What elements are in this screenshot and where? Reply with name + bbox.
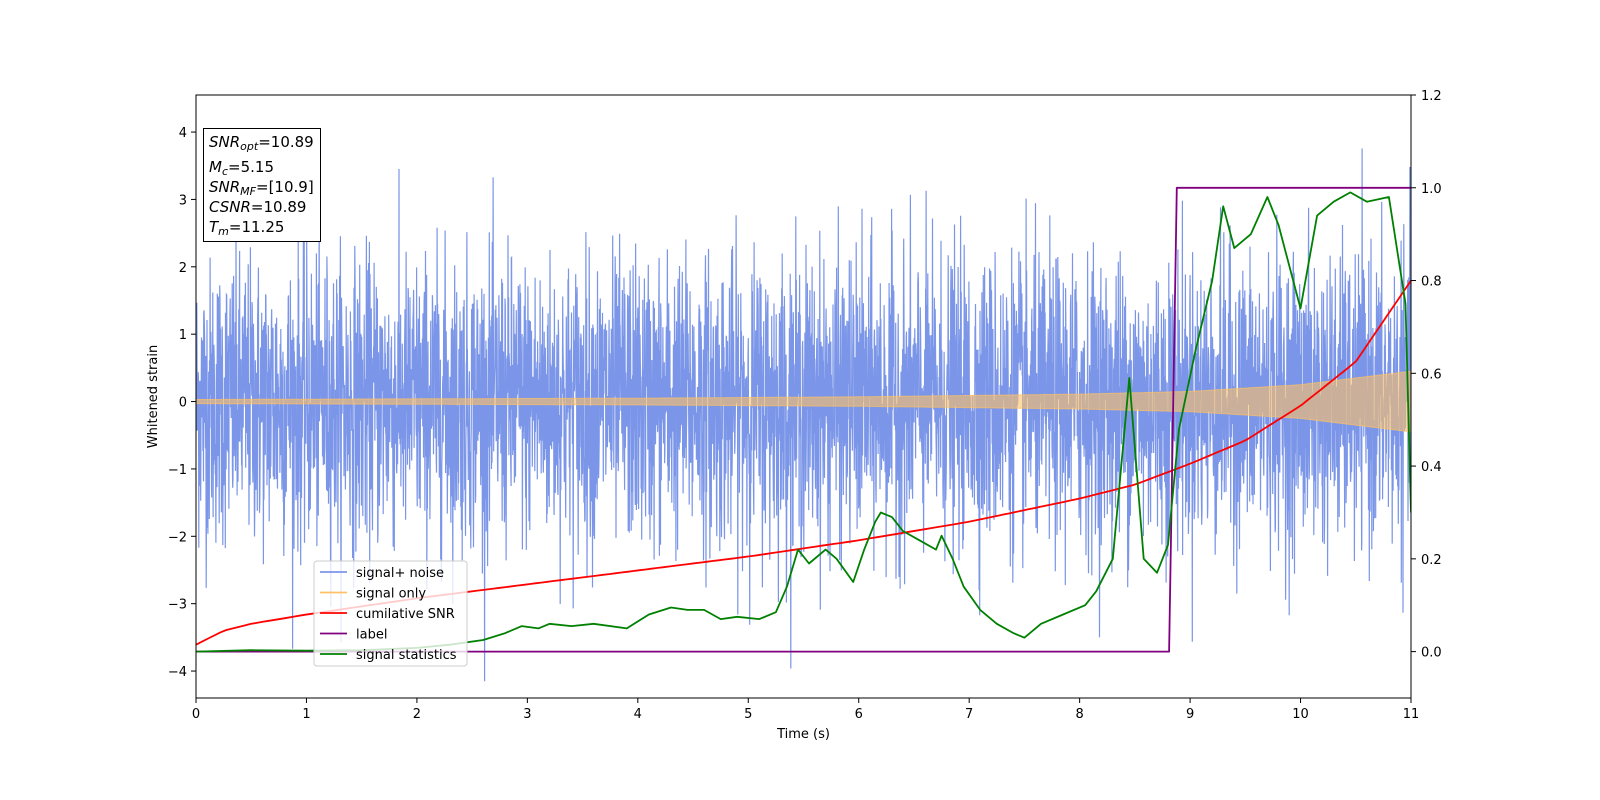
snr-opt-label: SNR [209, 133, 241, 151]
y-tick-label: −1 [168, 463, 187, 478]
y2-tick-label: 0.2 [1421, 553, 1442, 568]
tm-sub: m [218, 225, 229, 238]
tm-line: Tm=11.25 [209, 217, 320, 237]
snr-opt-line: SNRopt=10.89 [209, 132, 320, 152]
x-tick-label: 1 [302, 707, 310, 722]
x-tick-label: 3 [523, 707, 531, 722]
x-tick-label: 0 [192, 707, 200, 722]
mc-label: M [209, 158, 222, 176]
signal-only-line [196, 370, 1411, 433]
x-tick-label: 7 [965, 707, 973, 722]
signal-statistics-line [196, 191, 1411, 653]
snr-mf-sub: MF [240, 185, 256, 198]
snr-annotation-box: SNRopt=10.89 Mc=5.15 SNRMF=[10.9] CSNR=1… [203, 128, 321, 242]
legend-label: signal statistics [356, 648, 457, 663]
plot-frame [195, 94, 1412, 699]
y-axis-left: −4 −3 −2 −1 0 1 2 3 4 [168, 126, 196, 680]
y-tick-label: −2 [168, 530, 187, 545]
mc-value: =5.15 [228, 158, 274, 176]
snr-opt-sub: opt [240, 140, 259, 153]
y2-tick-label: 0.0 [1421, 646, 1442, 661]
x-tick-label: 10 [1292, 707, 1309, 722]
y-tick-label: 3 [179, 193, 187, 208]
x-tick-label: 4 [634, 707, 642, 722]
tm-label: T [209, 218, 219, 236]
y-axis-right: 0.0 0.2 0.4 0.6 0.8 1.0 1.2 [1411, 89, 1442, 661]
legend-label: label [356, 628, 387, 643]
y-tick-label: −3 [168, 598, 187, 613]
csnr-value: =10.89 [250, 198, 307, 216]
snr-opt-value: =10.89 [258, 133, 314, 151]
y2-tick-label: 0.8 [1421, 275, 1442, 290]
legend-label: signal only [356, 587, 426, 602]
tm-value: =11.25 [228, 218, 285, 236]
y-tick-label: 1 [179, 328, 187, 343]
x-tick-label: 2 [413, 707, 421, 722]
x-tick-label: 11 [1403, 707, 1420, 722]
y-tick-label: 0 [179, 396, 187, 411]
y2-tick-label: 1.2 [1421, 89, 1442, 104]
legend-label: cumilative SNR [356, 607, 455, 622]
x-tick-label: 9 [1186, 707, 1194, 722]
legend-label: signal+ noise [356, 566, 444, 581]
snr-mf-value: =[10.9] [256, 178, 314, 196]
y2-tick-label: 0.6 [1421, 367, 1442, 382]
legend-box [313, 560, 468, 667]
label-line [196, 186, 1411, 653]
snr-mf-line: SNRMF=[10.9] [209, 177, 320, 197]
mc-line: Mc=5.15 [209, 157, 320, 177]
y-tick-label: 2 [179, 261, 187, 276]
x-tick-label: 8 [1075, 707, 1083, 722]
legend: signal+ noise signal only cumilative SNR la… [313, 560, 468, 667]
csnr-label: CSNR [209, 198, 251, 216]
x-axis-label: Time (s) [776, 727, 830, 742]
y2-tick-label: 1.0 [1421, 182, 1442, 197]
x-axis: 0 1 2 3 4 5 6 7 8 9 10 11 [192, 698, 1419, 722]
csnr-line: CSNR=10.89 [209, 197, 320, 217]
mc-sub: c [221, 165, 229, 178]
y2-tick-label: 0.4 [1421, 460, 1442, 475]
y-tick-label: 4 [179, 126, 187, 141]
x-tick-label: 5 [744, 707, 752, 722]
y-tick-label: −4 [168, 665, 187, 680]
snr-mf-label: SNR [209, 178, 241, 196]
signal-only-series [196, 370, 1411, 433]
y-axis-label: Whitened strain [146, 345, 161, 448]
x-tick-label: 6 [855, 707, 863, 722]
